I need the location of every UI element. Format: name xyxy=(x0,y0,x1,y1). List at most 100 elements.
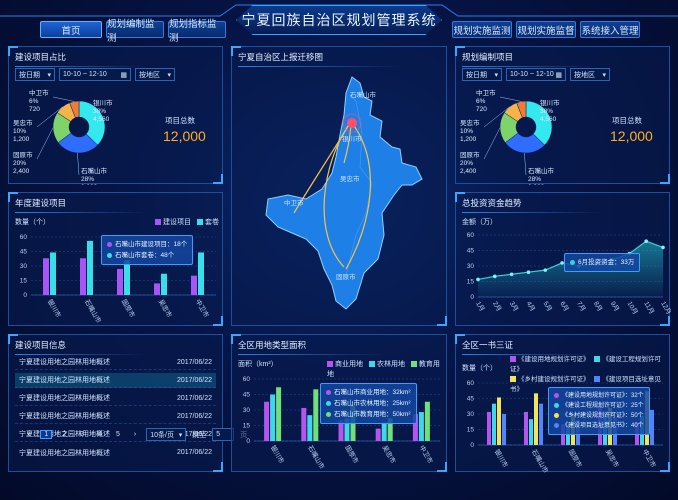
bar[interactable] xyxy=(502,414,506,445)
page-3[interactable]: 3 xyxy=(80,431,85,438)
bar[interactable] xyxy=(43,258,49,295)
per-page-select[interactable]: 10条/页 ▾ xyxy=(146,428,187,441)
page-5[interactable]: 5 xyxy=(115,431,120,438)
data-point[interactable] xyxy=(560,261,564,265)
bar[interactable] xyxy=(497,397,501,445)
nav-plan-making[interactable]: 规划编制监测 xyxy=(106,19,164,44)
pie-slice[interactable] xyxy=(499,112,519,144)
bar[interactable] xyxy=(487,411,491,445)
bar[interactable] xyxy=(387,418,393,441)
x-tick-label: 中卫市 xyxy=(641,448,659,470)
bar[interactable] xyxy=(161,273,167,295)
panel-land-area: 全区用地类型面积 面积（km²） 商业用地 农林用地 教育用地 0 15 30 45 6… xyxy=(231,334,447,472)
pie-label: 28% xyxy=(528,176,541,183)
bar[interactable] xyxy=(198,252,204,295)
region-select[interactable]: 按地区 ▾ xyxy=(570,68,610,81)
nav-plan-supervise[interactable]: 规划实施监督 xyxy=(516,21,576,38)
bar[interactable] xyxy=(418,412,424,441)
bar[interactable] xyxy=(338,420,344,441)
page-1[interactable]: 1 xyxy=(40,430,53,439)
page-2[interactable]: 2 xyxy=(62,431,67,438)
pie-slice[interactable] xyxy=(504,132,546,154)
pie-slice[interactable] xyxy=(78,100,106,146)
pie-slice[interactable] xyxy=(525,100,553,146)
bar[interactable] xyxy=(264,401,270,441)
pie-label: 中卫市 xyxy=(476,88,496,97)
bar[interactable] xyxy=(270,394,276,442)
calendar-icon: ▦ xyxy=(555,71,562,79)
bar[interactable] xyxy=(301,407,307,441)
nav-system-access[interactable]: 系统接入管理 xyxy=(580,21,640,38)
date-range-input[interactable]: 10-10 ~ 12-10 ▦ xyxy=(506,68,566,81)
bar[interactable] xyxy=(154,283,160,295)
pie-label: 固原市 xyxy=(13,150,33,159)
calendar-icon: ▦ xyxy=(120,71,127,79)
bar[interactable] xyxy=(344,418,350,441)
bar[interactable] xyxy=(191,275,197,295)
bar[interactable] xyxy=(534,393,538,445)
bar[interactable] xyxy=(313,389,319,441)
pie-slice[interactable] xyxy=(52,112,72,144)
list-item[interactable]: 宁夏建设用地之园林用地概述 2017/06/22 xyxy=(15,409,216,424)
bar[interactable] xyxy=(124,260,130,295)
data-point[interactable] xyxy=(661,245,665,250)
bar[interactable] xyxy=(50,252,56,295)
bar[interactable] xyxy=(424,401,430,441)
bar[interactable] xyxy=(80,258,86,295)
bar[interactable] xyxy=(307,415,313,441)
bar[interactable] xyxy=(412,414,418,441)
bar[interactable] xyxy=(539,403,543,445)
bar[interactable] xyxy=(492,403,496,445)
data-point[interactable] xyxy=(476,277,480,282)
pie-slice[interactable] xyxy=(69,100,80,118)
pie-label: 2,400 xyxy=(460,168,477,175)
x-tick-label: 固原市 xyxy=(567,448,585,470)
bar[interactable] xyxy=(87,240,93,295)
list-item[interactable]: 宁夏建设用地之园林用地概述 2017/06/22 xyxy=(15,391,216,406)
nav-home[interactable]: 首页 xyxy=(40,21,102,38)
ningxia-region-shape xyxy=(265,76,423,310)
data-point[interactable] xyxy=(644,239,648,243)
pagination: ‹ 1 2 3 4 5 › 10条/页▾ 跳至 5 页 xyxy=(24,428,247,441)
y-axis-label: 数量（个） xyxy=(462,365,497,372)
date-mode-select[interactable]: 按日期 ▾ xyxy=(462,68,502,81)
bar[interactable] xyxy=(381,422,387,441)
next-page-icon[interactable]: › xyxy=(133,431,137,438)
bar[interactable] xyxy=(650,409,654,445)
x-tick-label: 吴忠市 xyxy=(604,448,622,470)
list-item[interactable]: 宁夏建设用地之园林用地概述 2017/06/22 xyxy=(15,355,216,370)
date-mode-select[interactable]: 按日期 ▾ xyxy=(15,68,55,81)
nav-plan-index[interactable]: 规划指标监测 xyxy=(168,19,226,44)
prev-page-icon[interactable]: ‹ xyxy=(28,431,31,438)
flow-line xyxy=(343,124,352,164)
x-tick-label: 7月 xyxy=(575,300,587,313)
page-4[interactable]: 4 xyxy=(98,431,102,438)
data-point[interactable] xyxy=(493,274,497,279)
bar[interactable] xyxy=(117,268,123,295)
list-item[interactable]: 宁夏建设用地之园林用地概述 2017/06/22 xyxy=(15,373,216,388)
pie-label: 石嘴山市 xyxy=(81,166,108,175)
bar[interactable] xyxy=(524,411,528,445)
region-select[interactable]: 按地区 ▾ xyxy=(135,68,175,81)
data-point[interactable] xyxy=(543,268,548,272)
pie-slice[interactable] xyxy=(57,132,99,154)
pie-label: 银川市 xyxy=(540,98,560,107)
list-item[interactable]: 宁夏建设用地之园林用地概述 2017/06/22 xyxy=(15,445,216,460)
x-tick-label: 石嘴山市 xyxy=(83,298,104,325)
pie-slice[interactable] xyxy=(516,100,527,118)
date-range-input[interactable]: 10-10 ~ 12-10 ▦ xyxy=(59,68,131,81)
list-item[interactable]: 宁夏建设用地之园林用地概述 2017/06/22 xyxy=(15,427,216,442)
item-date: 2017/06/22 xyxy=(176,394,212,402)
legend-label: 教育用地 xyxy=(327,361,440,378)
bar[interactable] xyxy=(276,387,282,441)
item-name: 宁夏建设用地之园林用地概述 xyxy=(19,431,110,438)
bar[interactable] xyxy=(529,419,533,445)
pie-label: 20% xyxy=(460,160,473,167)
data-point[interactable] xyxy=(509,272,514,277)
pie-label: 4,560 xyxy=(93,116,110,123)
bar[interactable] xyxy=(375,428,381,441)
per-page-value: 10条/页 xyxy=(150,431,174,439)
data-point[interactable] xyxy=(526,270,531,274)
nav-plan-impl[interactable]: 规划实施监测 xyxy=(452,21,512,38)
bar[interactable] xyxy=(566,426,570,445)
